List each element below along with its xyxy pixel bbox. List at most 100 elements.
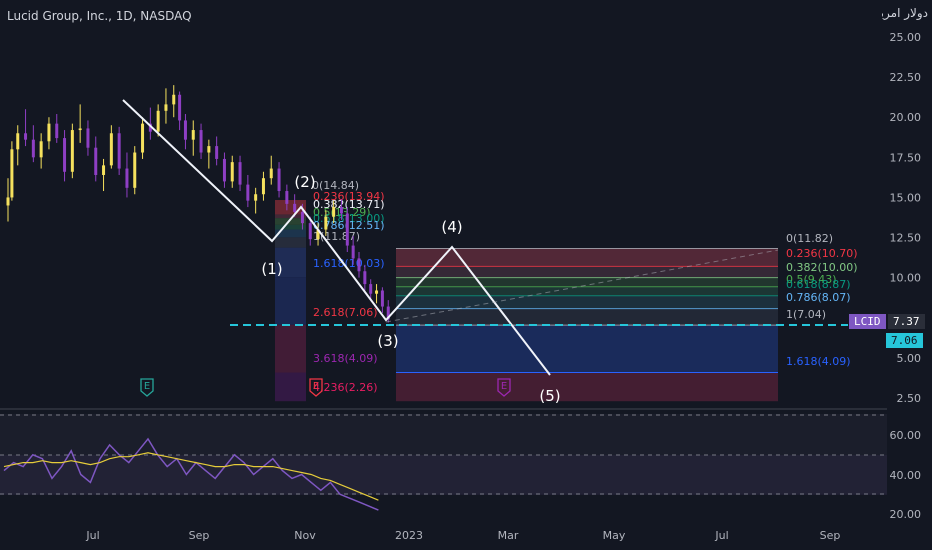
candle-body <box>285 191 289 204</box>
candle-body <box>125 168 129 188</box>
time-axis-tick: Mar <box>498 529 519 542</box>
time-axis-tick: Sep <box>189 529 210 542</box>
candle-body <box>47 123 51 142</box>
fib-small-zone <box>275 277 306 325</box>
elliott-wave-line <box>122 99 551 376</box>
candle-body <box>269 168 273 179</box>
candle-body <box>133 152 137 188</box>
earnings-event-marker <box>140 378 154 397</box>
candle-body <box>316 229 320 240</box>
candle-body <box>16 133 20 150</box>
time-axis-tick: Sep <box>820 529 841 542</box>
candle-body <box>339 207 343 214</box>
price-axis-tick: 22.50 <box>890 71 922 84</box>
candle-body <box>369 284 373 294</box>
symbol-tag: LCID <box>849 314 886 329</box>
fib-large-zone <box>396 248 778 267</box>
price-axis-tick: 15.00 <box>890 191 922 204</box>
candle-body <box>386 306 390 320</box>
earnings-event-label: E <box>144 381 150 392</box>
fib-small-label: 1.618(10.03) <box>313 257 385 270</box>
candle-body <box>351 245 355 259</box>
fib-small-label: 2.618(7.06) <box>313 306 378 319</box>
candle-body <box>261 178 265 195</box>
candle-body <box>141 123 145 153</box>
time-axis-tick: Nov <box>294 529 316 542</box>
candle-body <box>39 141 43 158</box>
price-axis-tick: 2.50 <box>897 392 922 405</box>
fib-large-label: 1.618(4.09) <box>786 355 851 368</box>
candle-body <box>156 110 160 132</box>
fib-large-zone <box>396 286 778 296</box>
candle-body <box>308 223 312 240</box>
candle-body <box>300 211 304 224</box>
candle-body <box>277 168 281 192</box>
candle-body <box>183 120 187 140</box>
wave-label: (3) <box>377 332 398 350</box>
candle-body <box>345 213 349 246</box>
fib-large-label: 0.786(8.07) <box>786 291 851 304</box>
symbol-title[interactable]: Lucid Group, Inc., 1D, NASDAQ <box>7 9 192 23</box>
rsi-axis-tick: 40.00 <box>890 469 922 482</box>
fib-large-zone <box>396 266 778 278</box>
fib-small-label: 0(14.84) <box>312 179 359 192</box>
candle-body <box>10 149 14 198</box>
candle-body <box>102 165 106 175</box>
candle-body <box>332 207 336 217</box>
fib-large-label: 0.382(10.00) <box>786 261 858 274</box>
candle-body <box>238 162 242 185</box>
fib-small-zone <box>275 237 306 248</box>
candle-body <box>357 258 361 272</box>
price-axis-tick: 5.00 <box>897 352 922 365</box>
candle-body <box>6 197 10 206</box>
level-price-tag: 7.06 <box>886 333 923 348</box>
rsi-moving-average <box>3 452 379 501</box>
candle-body <box>148 123 152 132</box>
earnings-event-label: E <box>313 381 319 392</box>
earnings-event-label: E <box>501 381 507 392</box>
candle-body <box>55 123 59 139</box>
candle-body <box>70 130 74 172</box>
rsi-axis-tick: 20.00 <box>890 508 922 521</box>
earnings-event-marker <box>309 378 323 397</box>
fib-large-zone <box>396 325 778 373</box>
candle-body <box>207 146 211 153</box>
fib-large-label: 0.5(9.43) <box>786 273 837 286</box>
candle-body <box>230 162 234 182</box>
candle-body <box>293 203 297 212</box>
candle-body <box>324 216 328 230</box>
fib-large-zone <box>396 308 778 326</box>
candle-body <box>178 94 182 121</box>
price-axis-tick: 20.00 <box>890 111 922 124</box>
time-axis-tick: Jul <box>85 529 99 542</box>
fib-small-zone <box>275 214 306 219</box>
currency-label: دولار امريكي <box>882 6 928 20</box>
candle-body <box>215 146 219 159</box>
fib-small-zone <box>275 324 306 373</box>
candle-body <box>363 271 367 285</box>
wave-label: (1) <box>261 260 282 278</box>
wave-label: (4) <box>441 218 462 236</box>
time-axis-tick: May <box>603 529 626 542</box>
fib-large-label: 0(11.82) <box>786 232 833 245</box>
wave-label: (5) <box>539 387 560 405</box>
candle-body <box>375 290 379 294</box>
wave-label: (2) <box>294 173 315 191</box>
candle-body <box>199 130 203 153</box>
earnings-event-marker <box>497 378 511 397</box>
candle-body <box>191 130 195 140</box>
fib-large-label: 0.618(8.87) <box>786 278 851 291</box>
rsi-axis-tick: 60.00 <box>890 429 922 442</box>
candle-body <box>172 94 176 105</box>
price-axis-tick: 10.00 <box>890 272 922 285</box>
fib-large-zone <box>396 372 778 402</box>
price-axis-tick: 12.50 <box>890 232 922 245</box>
candle-body <box>86 128 90 148</box>
candle-body <box>94 147 98 175</box>
candle-body <box>78 128 82 131</box>
candle-body <box>254 194 258 201</box>
fib-small-label: 0.236(13.94) <box>313 190 385 203</box>
last-price-tag: 7.37 <box>888 314 925 329</box>
time-axis-tick: 2023 <box>395 529 423 542</box>
